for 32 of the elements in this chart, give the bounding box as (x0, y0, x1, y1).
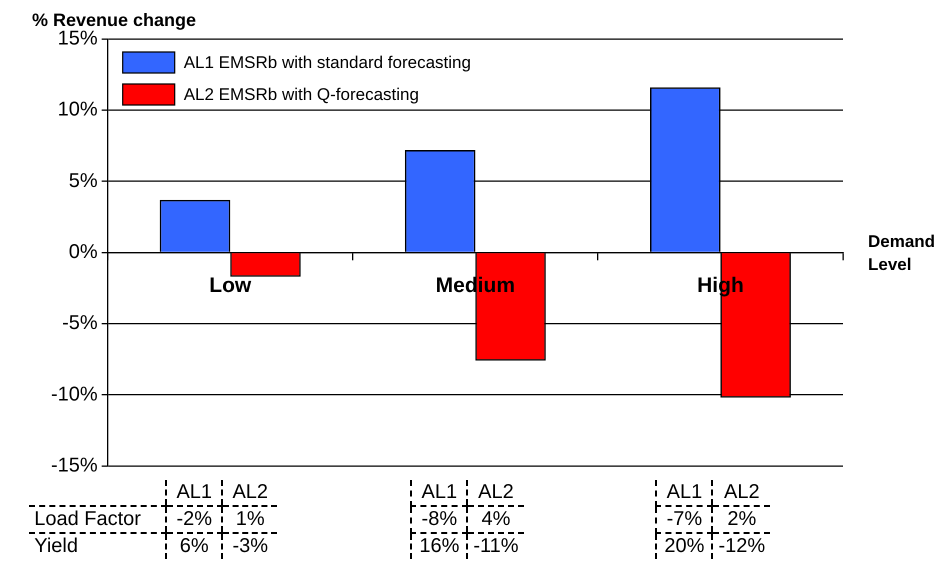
y-tick-label: 15% (58, 28, 98, 50)
text: -2% (166, 506, 222, 533)
text: AL2 (222, 480, 278, 506)
y-tick-label: -5% (62, 312, 98, 334)
y-tick-label: 5% (68, 170, 98, 192)
x-tick-label: Low (209, 274, 252, 297)
text: -12% (712, 533, 770, 559)
text: AL2 (467, 480, 524, 506)
text: 2% (712, 506, 770, 533)
text: -3% (222, 533, 278, 559)
text: Load Factor (29, 506, 166, 533)
legend-label: AL1 EMSRb with standard forecasting (184, 53, 471, 72)
text: 16% (411, 533, 468, 559)
y-tick-label: 0% (68, 241, 98, 264)
text: AL1 (166, 480, 222, 506)
text: 6% (166, 533, 222, 559)
text: AL2 (712, 480, 770, 506)
text: 20% (656, 533, 712, 559)
x-axis-title: Demand Level (868, 231, 936, 276)
y-tick-label: -10% (50, 383, 98, 406)
text: AL1 (656, 480, 712, 506)
text: AL1 (411, 480, 468, 506)
legend-label: AL2 EMSRb with Q-forecasting (184, 85, 419, 104)
y-axis-title: % Revenue change (32, 9, 196, 30)
y-tick-label: 10% (58, 98, 98, 121)
text: -7% (656, 506, 712, 533)
text: Yield (33, 534, 79, 559)
text: -8% (411, 506, 468, 533)
text: 1% (222, 506, 278, 533)
text: 4% (467, 506, 524, 533)
text: -11% (467, 533, 524, 559)
y-tick-label: -15% (50, 454, 98, 477)
